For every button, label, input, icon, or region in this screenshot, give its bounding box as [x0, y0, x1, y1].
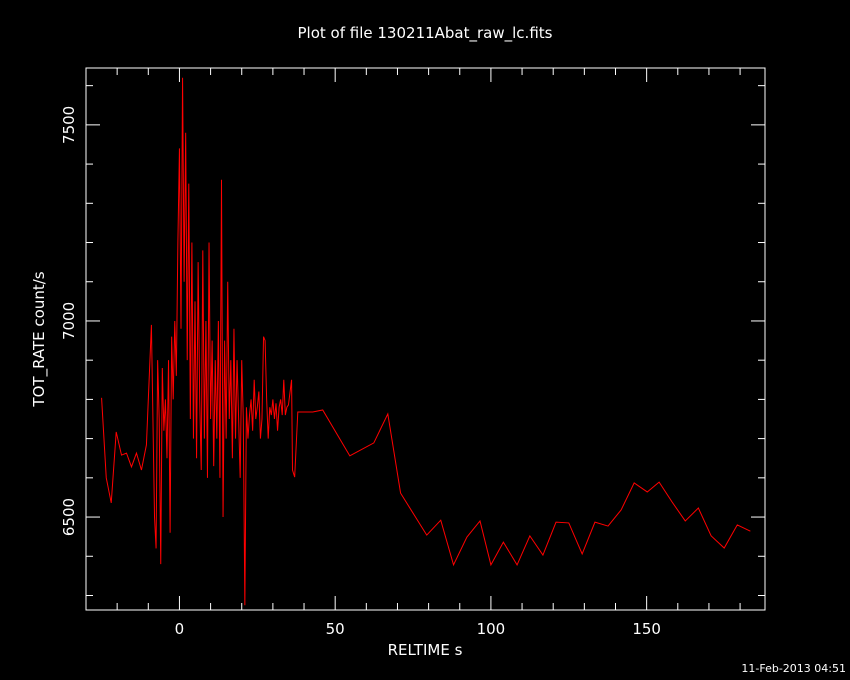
y-tick-label: 7000: [60, 302, 78, 340]
x-tick-label: 50: [326, 620, 345, 638]
x-axis-label: RELTIME s: [388, 641, 463, 659]
chart-title: Plot of file 130211Abat_raw_lc.fits: [298, 24, 553, 43]
x-tick-label: 150: [632, 620, 661, 638]
x-tick-label: 0: [175, 620, 185, 638]
footer-timestamp: 11-Feb-2013 04:51: [741, 662, 846, 675]
x-tick-label: 100: [477, 620, 506, 638]
plot-frame: [85, 67, 766, 611]
data-line: [101, 77, 751, 606]
y-axis-label: TOT_RATE count/s: [30, 271, 49, 407]
y-tick-label: 7500: [60, 106, 78, 144]
y-tick-label: 6500: [60, 498, 78, 536]
